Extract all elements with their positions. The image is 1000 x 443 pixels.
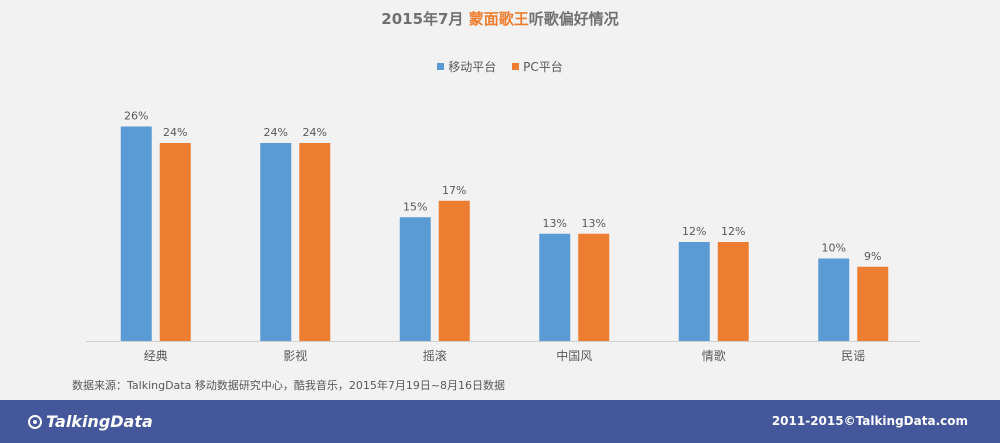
title-prefix: 2015年7月	[381, 10, 464, 28]
bar-pc-4	[717, 242, 749, 341]
data-label-mobile-4: 12%	[682, 225, 706, 238]
logo-text: TalkingData	[46, 412, 153, 431]
bar-mobile-4	[678, 242, 710, 341]
chart-title: 2015年7月 蒙面歌王听歌偏好情况	[0, 8, 1000, 29]
data-label-mobile-2: 15%	[403, 200, 427, 213]
bar-pc-2	[438, 200, 470, 341]
data-label-mobile-5: 10%	[822, 242, 846, 255]
data-label-pc-1: 24%	[303, 126, 327, 139]
category-label-5: 民谣	[841, 349, 865, 363]
bar-mobile-1	[260, 143, 292, 341]
chart-legend: 移动平台 PC平台	[0, 58, 1000, 75]
bar-pc-1	[299, 143, 331, 341]
talkingdata-logo: TalkingData	[28, 412, 153, 431]
legend-label-mobile: 移动平台	[448, 60, 497, 74]
data-label-mobile-1: 24%	[264, 126, 288, 139]
title-suffix: 听歌偏好情况	[528, 10, 619, 28]
data-label-pc-3: 13%	[582, 217, 606, 230]
category-label-1: 影视	[283, 348, 307, 363]
bar-mobile-2	[399, 217, 431, 341]
bar-mobile-0	[120, 126, 152, 341]
bar-pc-3	[578, 233, 610, 341]
category-label-3: 中国风	[556, 348, 592, 363]
bar-mobile-5	[818, 258, 850, 341]
bar-pc-5	[857, 266, 889, 341]
data-label-pc-4: 12%	[721, 225, 745, 238]
data-label-mobile-0: 26%	[124, 110, 148, 123]
title-highlight: 蒙面歌王	[468, 10, 529, 28]
data-label-mobile-3: 13%	[543, 217, 567, 230]
footer-bar: TalkingData 2011-2015©TalkingData.com	[0, 400, 1000, 443]
copyright-text: 2011-2015©TalkingData.com	[771, 414, 968, 428]
data-label-pc-0: 24%	[163, 126, 187, 139]
legend-swatch-pc	[512, 63, 520, 70]
legend-swatch-mobile	[437, 63, 445, 70]
data-source-note: 数据来源：TalkingData 移动数据研究中心，酷我音乐，2015年7月19…	[72, 379, 506, 392]
data-label-pc-2: 17%	[442, 184, 466, 197]
bar-chart: 26% 24% 经典 24% 24% 影视 15% 17% 摇滚 13% 13% 中国风 12% 12% 情…	[86, 110, 920, 363]
bar-pc-0	[159, 143, 191, 341]
legend-item-pc: PC平台	[512, 58, 563, 75]
bar-mobile-3	[539, 233, 571, 341]
category-label-2: 摇滚	[423, 348, 447, 363]
category-label-0: 经典	[144, 349, 168, 363]
category-label-4: 情歌	[702, 348, 726, 363]
legend-label-pc: PC平台	[523, 60, 563, 74]
legend-item-mobile: 移动平台	[437, 58, 496, 75]
logo-icon	[28, 415, 42, 429]
data-label-pc-5: 9%	[864, 250, 881, 263]
